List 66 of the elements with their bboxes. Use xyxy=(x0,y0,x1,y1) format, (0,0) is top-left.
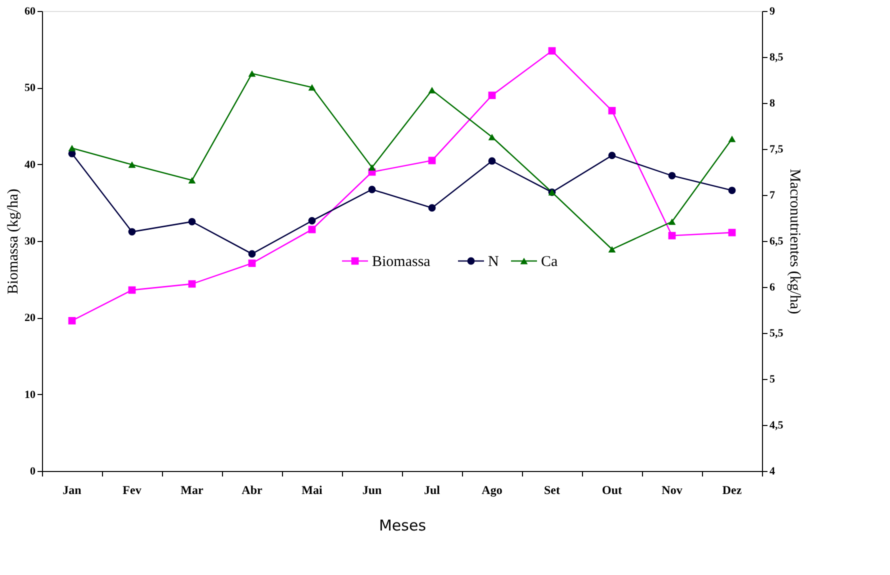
y2-tick-label: 9 xyxy=(770,6,776,18)
x-tick-label: Out xyxy=(602,483,622,497)
x-tick-label: Set xyxy=(544,483,560,497)
y2-tick-label: 7 xyxy=(770,190,776,202)
y2-tick-label: 5,5 xyxy=(770,328,784,340)
y2-tick-label: 6 xyxy=(770,282,776,294)
point xyxy=(248,70,256,77)
legend-label: Ca xyxy=(541,254,558,270)
y-tick-label: 60 xyxy=(24,6,36,18)
point xyxy=(188,218,196,226)
point xyxy=(728,136,736,142)
x-tick-label: Mar xyxy=(180,483,204,497)
x-tick-label: Dez xyxy=(722,483,742,497)
point xyxy=(428,204,436,212)
y-tick-label: 10 xyxy=(24,388,36,401)
point xyxy=(548,47,556,55)
point xyxy=(608,106,616,114)
point xyxy=(488,157,496,165)
point xyxy=(488,92,496,100)
x-tick-label: Ago xyxy=(482,483,502,497)
point xyxy=(668,172,676,180)
x-tick-label: Jul xyxy=(424,483,441,497)
point xyxy=(368,164,376,171)
point xyxy=(608,152,616,160)
y2-axis-title: Macronutrientes (kg/ha) xyxy=(786,168,802,314)
point xyxy=(668,218,676,225)
y-tick-label: 40 xyxy=(24,158,36,171)
y2-tick-label: 4 xyxy=(770,466,776,478)
point xyxy=(188,280,196,288)
y-tick-label: 20 xyxy=(24,312,36,324)
y2-tick-label: 8 xyxy=(770,98,776,110)
x-axis-title: Meses xyxy=(378,516,426,534)
x-tick-label: Jan xyxy=(62,483,82,497)
point xyxy=(68,144,76,152)
y-tick-label: 50 xyxy=(24,82,36,94)
y2-tick-label: 8,5 xyxy=(770,52,784,64)
point xyxy=(188,177,196,184)
legend-label: Biomassa xyxy=(372,254,431,270)
x-tick-label: Mai xyxy=(302,483,323,497)
y2-tick-label: 4,5 xyxy=(770,420,784,432)
point xyxy=(128,228,136,236)
point xyxy=(128,286,136,294)
point xyxy=(488,134,496,140)
y2-tick-label: 6,5 xyxy=(770,236,784,248)
y2-tick-label: 5 xyxy=(770,374,776,386)
point xyxy=(128,161,136,168)
point xyxy=(728,186,736,194)
legend-label: N xyxy=(488,254,499,270)
point xyxy=(248,250,256,258)
point xyxy=(308,84,316,91)
x-tick-label: Abr xyxy=(242,483,264,497)
point xyxy=(728,228,736,236)
y-axis-title: Biomassa (kg/ha) xyxy=(6,188,22,294)
point xyxy=(308,217,316,224)
y2-tick-label: 7,5 xyxy=(770,144,784,156)
point xyxy=(608,246,616,252)
x-tick-label: Nov xyxy=(662,483,682,497)
x-tick-label: Fev xyxy=(122,483,142,497)
point xyxy=(428,86,436,94)
point xyxy=(68,317,76,324)
point xyxy=(248,260,256,267)
x-tick-label: Jun xyxy=(362,483,382,497)
y-tick-label: 0 xyxy=(30,466,36,478)
y-tick-label: 30 xyxy=(24,236,36,248)
point xyxy=(368,186,376,194)
point xyxy=(668,232,676,240)
